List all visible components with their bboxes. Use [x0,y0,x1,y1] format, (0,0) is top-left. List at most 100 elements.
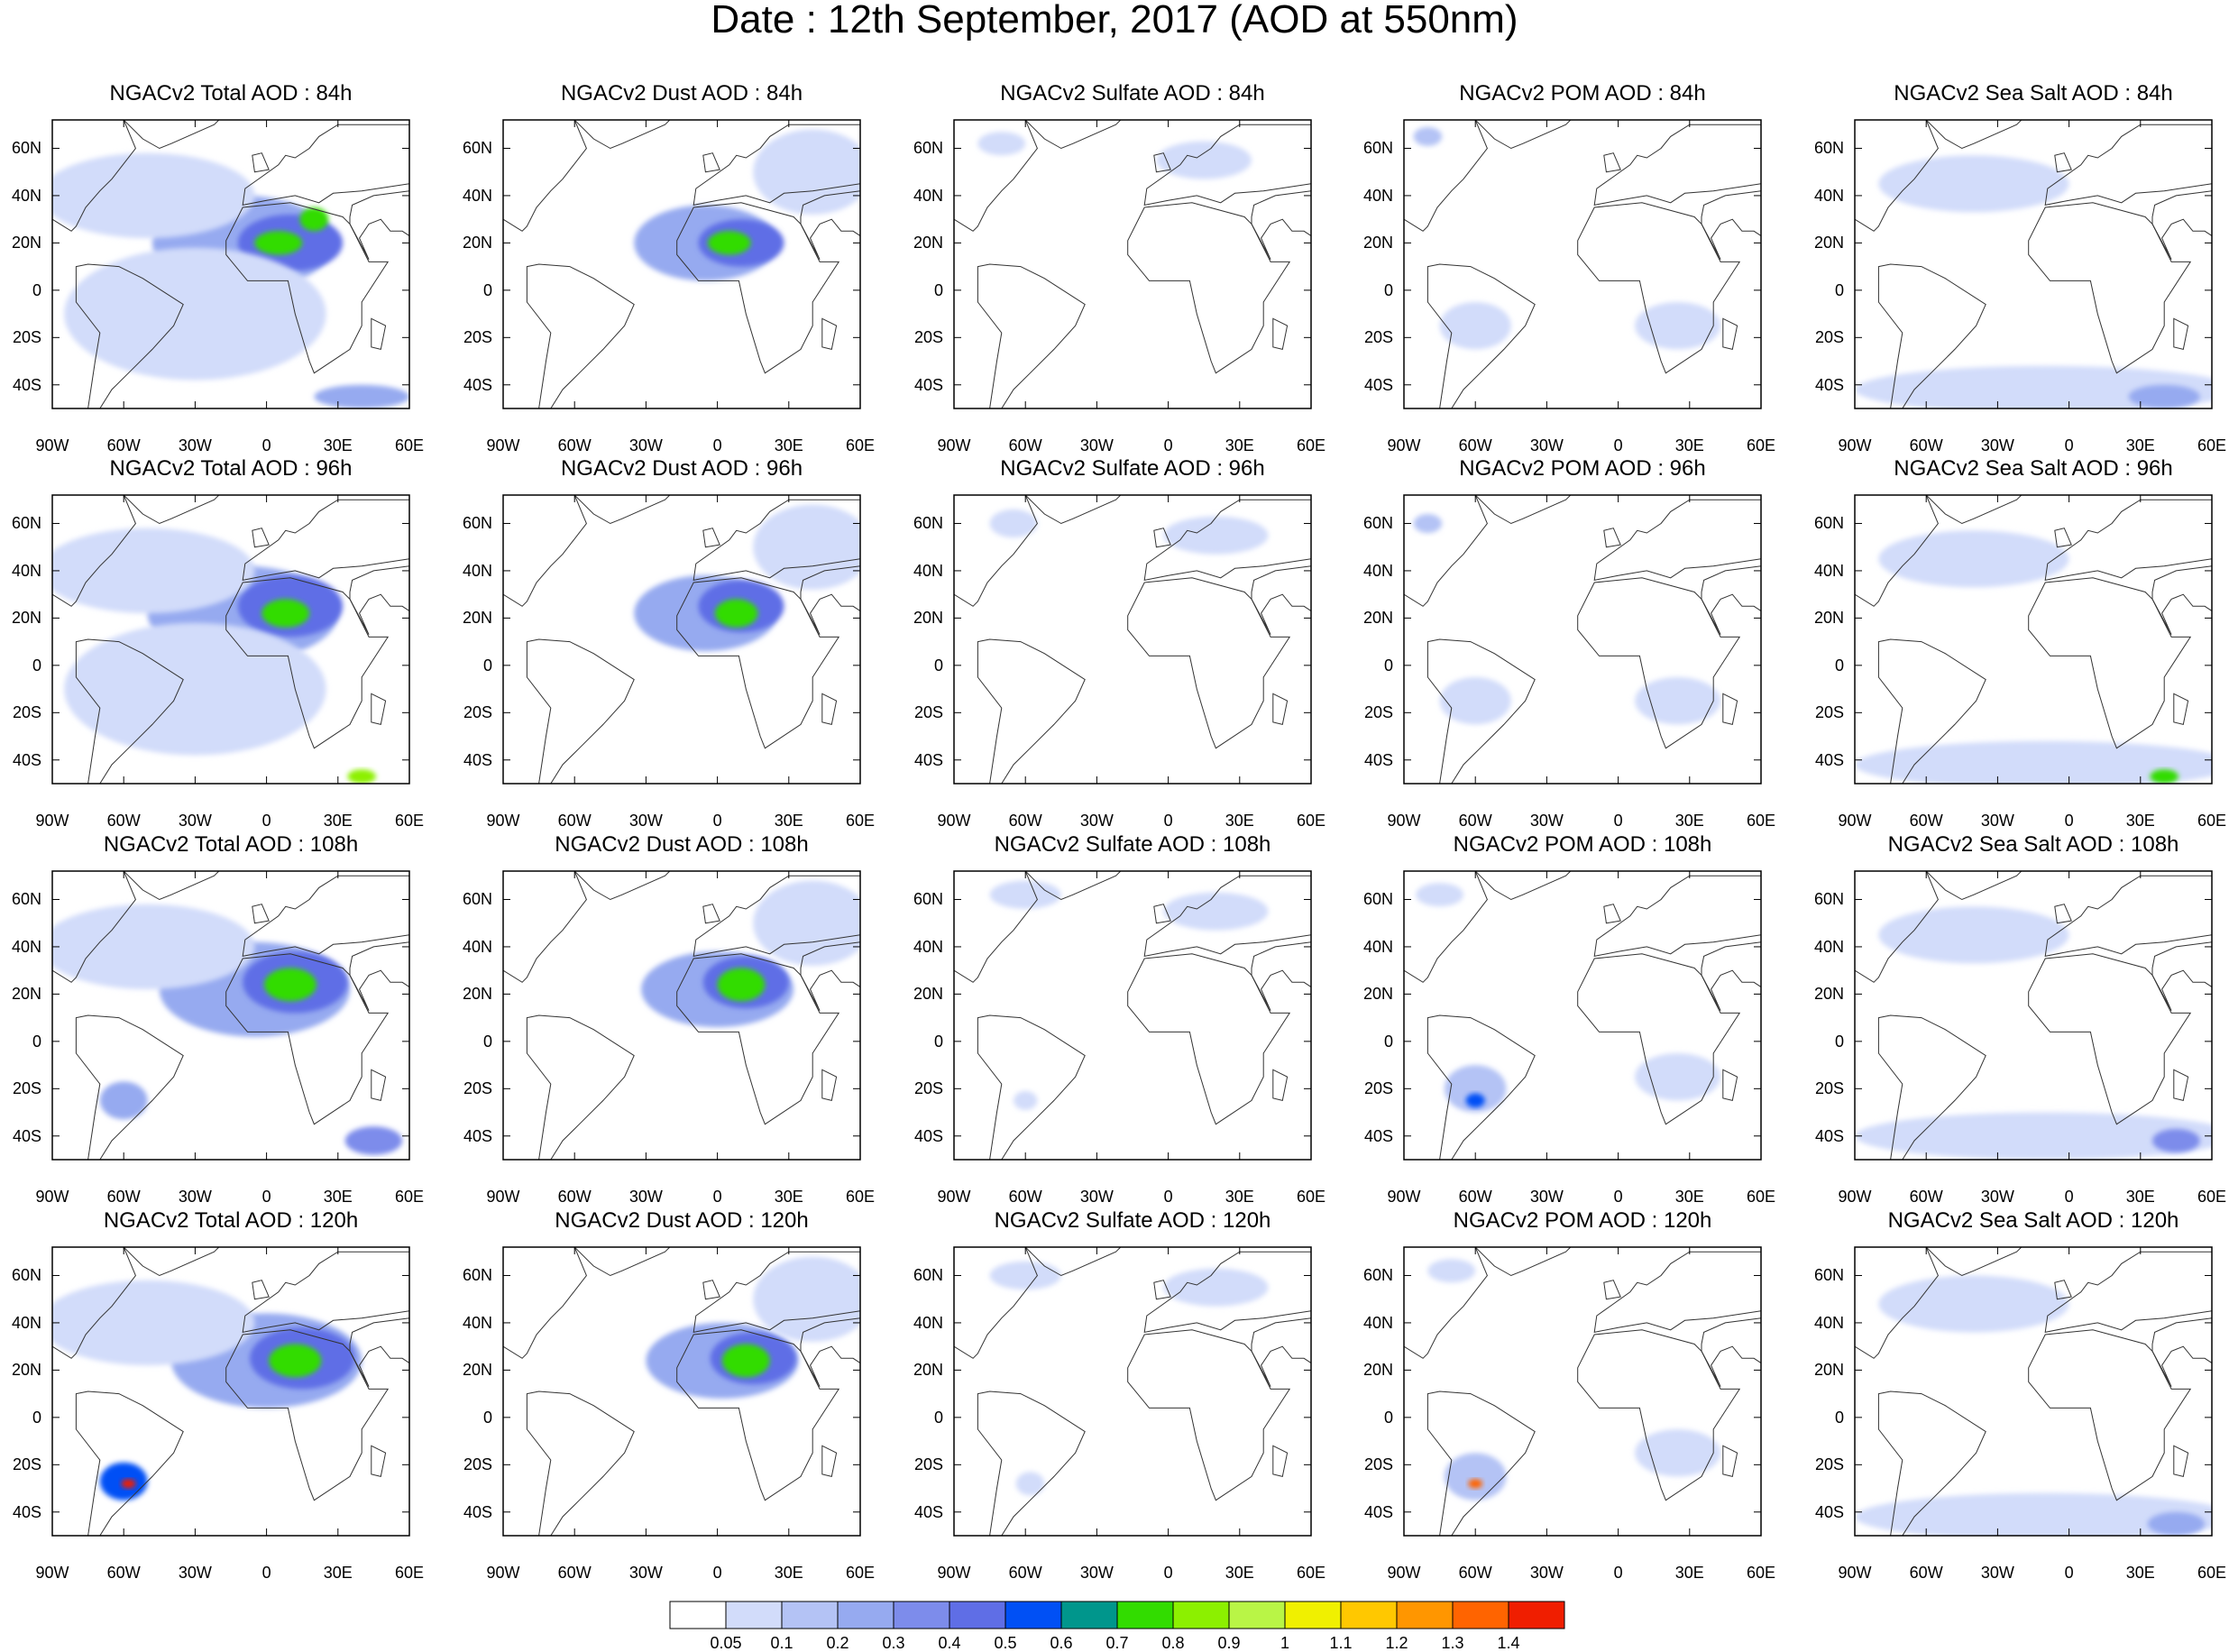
aod-plume [753,504,860,590]
coastline-namerica [954,1247,1038,1359]
x-tick-label: 90W [35,436,69,454]
coastline-samerica [526,263,635,408]
map-panel-sulfate-84h: NGACv2 Sulfate AOD : 84h 60N 40N 20N 0 20S 40S… [913,81,1325,454]
y-tick-label: 20N [1813,1361,1844,1380]
coastline-greenland [573,120,671,150]
coastline-madagascar [1722,317,1738,351]
x-tick-label: 0 [261,436,271,454]
coastline-namerica [1404,1247,1488,1359]
coastline-greenland [1024,1247,1122,1277]
x-tick-label: 30W [628,436,663,454]
coastline-africa [1577,202,1741,374]
coastline-uk [252,528,270,548]
coastline-uk [1603,1280,1621,1300]
coastline-madagascar [2173,1069,2189,1102]
y-tick-label: 20S [1363,328,1393,347]
x-tick-label: 30W [1529,812,1564,830]
panel-title: NGACv2 Dust AOD : 84h [560,81,803,106]
x-tick-label: 30W [1079,1564,1114,1582]
y-tick-label: 40S [1363,375,1393,394]
aod-plume [1163,892,1269,931]
x-tick-label: 30E [323,1564,353,1582]
x-tick-label: 30W [1980,812,2014,830]
coastline-uk [2054,904,2072,924]
y-tick-label: 20N [1813,985,1844,1004]
aod-plume [121,1479,136,1489]
panel-title: NGACv2 Total AOD : 96h [109,456,353,481]
y-tick-label: 0 [1383,1032,1393,1051]
coastline-uk [702,152,720,173]
coastline-uk [252,904,270,924]
x-tick-label: 30W [1529,436,1564,454]
y-tick-label: 20N [462,985,492,1004]
map-plot [1854,1246,2213,1537]
coastline-madagascar [1722,693,1738,726]
colorbar-label: 1.4 [1497,1634,1520,1652]
coastline-samerica [75,638,184,784]
y-tick-label: 40N [1362,561,1393,580]
y-tick-label: 20S [12,703,41,722]
x-tick-label: 60W [1008,1564,1042,1582]
y-tick-label: 20N [11,234,41,252]
colorbar-boxes [669,1601,1565,1629]
x-tick-label: 60E [1746,1188,1776,1206]
y-tick-label: 60N [1362,1266,1393,1285]
aod-plume [989,880,1061,909]
x-tick-label: 90W [486,812,520,830]
coastline-africa [225,577,390,749]
colorbar-label: 0.7 [1105,1634,1129,1652]
panel-title: NGACv2 Sea Salt AOD : 120h [1887,1208,2179,1233]
coastline-namerica [503,120,587,232]
y-tick-label: 20S [1363,1079,1393,1098]
map-panel-sulfate-120h: NGACv2 Sulfate AOD : 120h 60N 40N 20N 0 20S 40… [913,1208,1325,1581]
map-panel-sulfate-108h: NGACv2 Sulfate AOD : 108h 60N 40N 20N 0 20S 40… [913,832,1325,1205]
coastline-samerica [1877,1390,1986,1536]
y-tick-label: 40S [1814,1502,1844,1521]
panel-title: NGACv2 Dust AOD : 96h [560,456,803,481]
colorbar-box [1508,1601,1565,1629]
coastline-namerica [52,120,136,232]
x-tick-label: 0 [1613,1564,1623,1582]
aod-plume [2152,1128,2200,1153]
y-tick-label: 40N [913,937,943,956]
colorbar-box [837,1601,894,1629]
coastline-asia [1251,565,1311,636]
aod-plume [52,152,255,239]
y-tick-label: 40S [913,375,943,394]
coastline-greenland [1024,871,1122,901]
y-tick-label: 60N [1813,890,1844,909]
y-tick-label: 60N [913,514,943,533]
aod-plume [1444,1453,1507,1501]
y-tick-label: 20S [1814,1455,1844,1474]
coastline-asia [1251,190,1311,261]
x-tick-label: 0 [712,436,722,454]
coastline-madagascar [1272,317,1289,351]
x-tick-label: 90W [1387,436,1421,454]
map-plot [953,119,1312,409]
x-tick-label: 30W [1980,436,2014,454]
x-tick-label: 0 [2064,812,2074,830]
panel-title: NGACv2 Sulfate AOD : 84h [1000,81,1265,106]
colorbar-box [1340,1601,1398,1629]
colorbar-label: 1.2 [1385,1634,1408,1652]
y-tick-label: 20N [913,1361,943,1380]
coastline-africa [676,202,840,374]
plot-frame [1854,119,2213,409]
map-plot [1854,119,2213,409]
coastline-namerica [1855,1247,1939,1359]
plot-frame [1854,494,2213,785]
coastline-samerica [1426,263,1536,408]
coastline-madagascar [2173,317,2189,351]
coastline-africa [225,953,390,1125]
coastline-africa [676,953,840,1125]
y-tick-label: 20S [913,1455,943,1474]
panel-title: NGACv2 Sea Salt AOD : 108h [1887,832,2179,857]
plot-frame [953,119,1312,409]
aod-plume [1878,155,2069,213]
x-tick-label: 30W [178,1188,212,1206]
coastline-africa [676,577,840,749]
x-tick-label: 0 [712,812,722,830]
aod-plume [989,1261,1061,1290]
coastline-madagascar [1722,1445,1738,1478]
plot-frame [51,1246,410,1537]
